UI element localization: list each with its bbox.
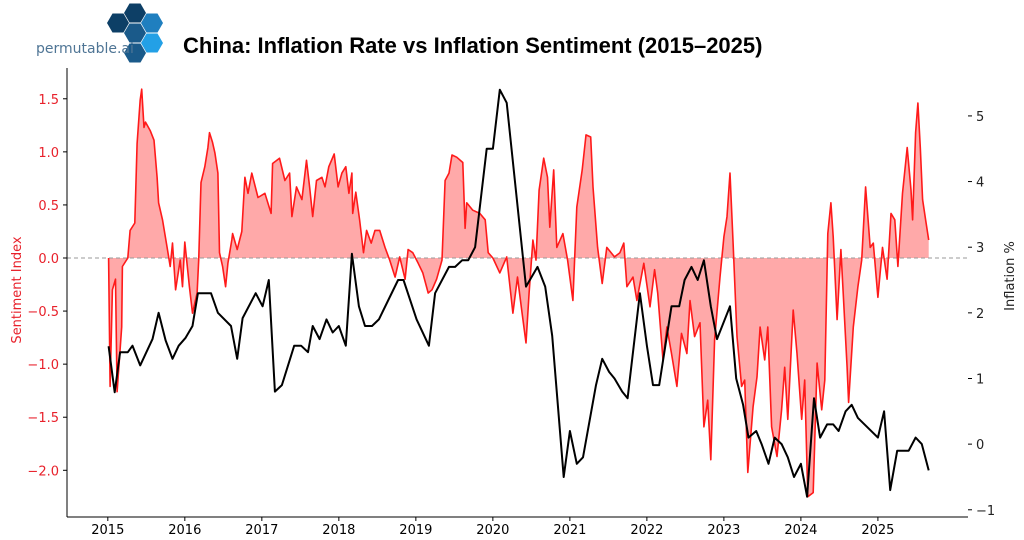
x-tick-label: 2019 (399, 523, 432, 538)
logo-hexagon (141, 13, 163, 33)
inflation-line (107, 88, 930, 498)
right-y-tick-label: 0 (976, 438, 984, 453)
left-y-tick-label: −1.5 (27, 411, 59, 426)
x-tick-label: 2015 (91, 523, 124, 538)
x-tick-label: 2022 (630, 523, 663, 538)
logo-hexagon (124, 23, 146, 43)
x-tick-label: 2025 (861, 523, 894, 538)
axes: 2015 2016 2017 2018 2019 2020 2021 2022 2023 2024… (27, 68, 995, 538)
right-y-tick-label: 2 (976, 307, 984, 322)
left-axis-label: Sentiment Index (10, 236, 25, 343)
x-tick-label: 2017 (245, 523, 278, 538)
right-axis-label: Inflation % (1003, 241, 1018, 311)
left-y-tick-label: −1.0 (27, 358, 59, 373)
x-tick-label: 2020 (476, 523, 509, 538)
sentiment-line (107, 88, 930, 498)
left-y-tick-label: −0.5 (27, 305, 59, 320)
right-y-tick-label: 1 (976, 372, 984, 387)
right-y-tick-label: 3 (976, 241, 984, 256)
x-tick-label: 2024 (784, 523, 817, 538)
left-y-tick-label: −2.0 (27, 464, 59, 479)
logo-text: permutable.ai (36, 41, 134, 57)
right-y-tick-label: −1 (976, 504, 995, 519)
x-tick-label: 2016 (168, 523, 201, 538)
right-y-tick-label: 4 (976, 176, 984, 191)
x-tick-label: 2018 (322, 523, 355, 538)
logo-hexagons (107, 3, 163, 63)
left-y-tick-label: 0.0 (38, 252, 59, 267)
logo: permutable.ai (36, 3, 163, 63)
sentiment-fill (108, 89, 929, 497)
logo-hexagon (124, 43, 146, 63)
left-y-tick-label: 0.5 (38, 199, 59, 214)
x-tick-label: 2021 (553, 523, 586, 538)
series-lines (107, 88, 930, 498)
left-y-tick-label: 1.0 (38, 146, 59, 161)
right-y-tick-label: 5 (976, 110, 984, 125)
chart-title: China: Inflation Rate vs Inflation Senti… (183, 33, 762, 58)
left-y-tick-label: 1.5 (38, 93, 59, 108)
sentiment-area (108, 89, 929, 497)
x-tick-label: 2023 (707, 523, 740, 538)
logo-hexagon (107, 13, 129, 33)
logo-hexagon (124, 3, 146, 23)
logo-hexagon (141, 33, 163, 53)
